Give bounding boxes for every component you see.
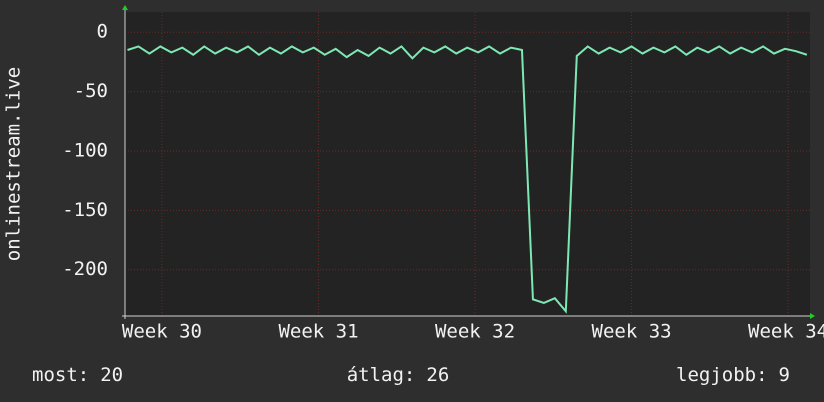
- y-tick-label: 0: [97, 21, 108, 43]
- y-tick-label: -100: [62, 139, 108, 161]
- x-tick-label: Week 32: [435, 321, 515, 343]
- plot-area: [125, 12, 810, 316]
- axis-arrow: [810, 313, 815, 319]
- summary-label: átlag:: [347, 364, 416, 386]
- x-tick-label: Week 34: [748, 321, 824, 343]
- x-tick-label: Week 33: [592, 321, 672, 343]
- axis-arrow: [122, 5, 128, 10]
- summary-value: 20: [100, 364, 123, 386]
- y-axis-label: onlinestream.live: [3, 67, 25, 261]
- summary-value: 9: [779, 364, 790, 386]
- summary-label: legjobb:: [676, 364, 768, 386]
- x-tick-label: Week 31: [278, 321, 358, 343]
- y-tick-label: -150: [62, 199, 108, 221]
- summary-stat: most: 20: [32, 364, 123, 386]
- summary-value: 26: [426, 364, 449, 386]
- data-line: [127, 45, 808, 314]
- y-tick-label: -200: [62, 258, 108, 280]
- summary-stat: legjobb: 9: [676, 364, 790, 386]
- summary-stat: átlag: 26: [347, 364, 450, 386]
- summary-label: most:: [32, 364, 89, 386]
- y-tick-label: -50: [74, 80, 108, 102]
- x-tick-label: Week 30: [122, 321, 202, 343]
